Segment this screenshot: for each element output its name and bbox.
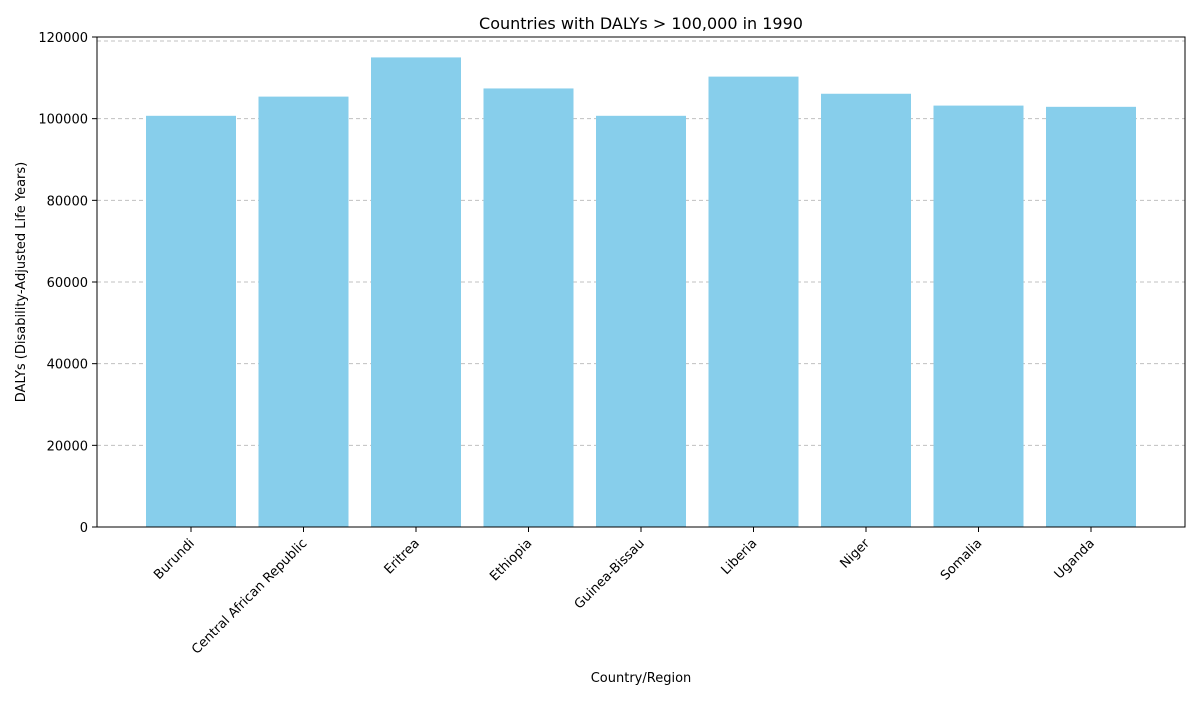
y-tick-label: 40000	[47, 358, 88, 373]
bar-ethiopia	[483, 88, 574, 527]
bar-eritrea	[371, 57, 461, 528]
x-tick-label: Burundi	[151, 536, 198, 583]
x-tick-label: Ethiopia	[487, 536, 535, 584]
y-tick-label: 80000	[47, 194, 88, 209]
bar-burundi	[146, 115, 236, 527]
bars	[146, 57, 1136, 528]
y-tick-label: 120000	[38, 31, 88, 46]
x-tick-label: Central African Republic	[189, 536, 310, 657]
x-axis-title: Country/Region	[591, 671, 692, 686]
x-tick-label: Guinea-Bissau	[572, 536, 648, 612]
y-axis-title: DALYs (Disability-Adjusted Life Years)	[14, 162, 29, 402]
bar-somalia	[933, 105, 1024, 527]
bar-guinea-bissau	[596, 115, 686, 527]
y-tick-label: 60000	[47, 276, 88, 291]
y-tick-label: 100000	[38, 113, 88, 128]
bar-uganda	[1046, 106, 1136, 527]
x-tick-label: Niger	[838, 536, 874, 572]
chart-title: Countries with DALYs > 100,000 in 1990	[479, 14, 803, 33]
bar-central-african-republic	[258, 96, 349, 527]
bar-liberia	[708, 76, 799, 527]
y-tick-label: 0	[80, 521, 88, 536]
bar-niger	[821, 93, 911, 527]
x-tick-label: Liberia	[719, 536, 761, 578]
y-tick-label: 20000	[47, 439, 88, 454]
x-tick-label: Eritrea	[382, 536, 423, 577]
x-tick-label: Uganda	[1052, 536, 1098, 582]
y-axis-ticks: 0 20000 40000 60000 80000 100000 120000	[38, 31, 97, 536]
x-tick-label: Somalia	[938, 536, 985, 583]
